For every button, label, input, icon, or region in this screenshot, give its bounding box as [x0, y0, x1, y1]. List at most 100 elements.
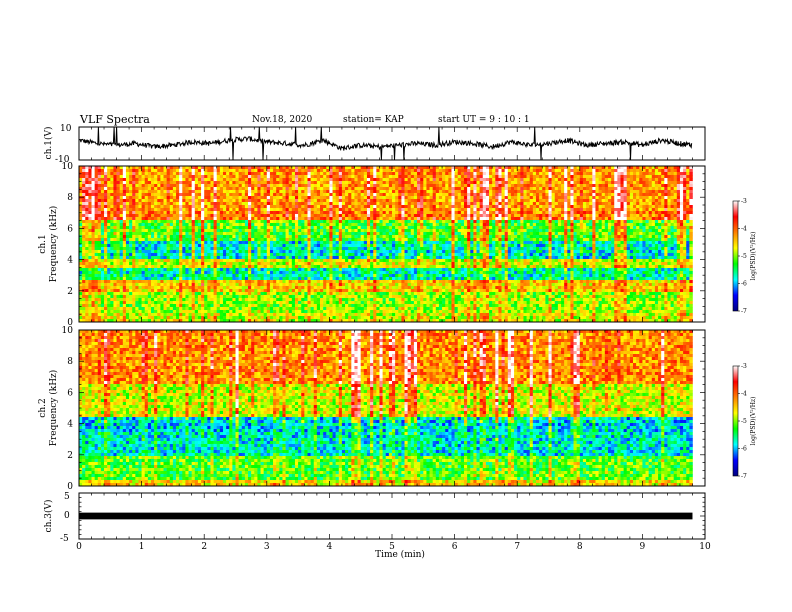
spectrogram-cell [595, 199, 599, 203]
spectrogram-cell [614, 232, 618, 236]
spectrogram-cell [398, 166, 402, 170]
spectrogram-cell [636, 172, 640, 176]
spectrogram-cell [514, 169, 518, 173]
spectrogram-cell [417, 232, 421, 236]
spectrogram-cell [150, 214, 155, 218]
spectrogram-cell [348, 169, 352, 173]
spectrogram-cell [554, 199, 559, 203]
spectrogram-cell [457, 178, 462, 182]
spectrogram-cell [570, 166, 574, 170]
spectrogram-cell [667, 187, 671, 191]
spectrogram-cell [341, 196, 346, 200]
spectrogram-cell [357, 175, 361, 179]
spectrogram-cell [557, 211, 562, 215]
spectrogram-cell [520, 199, 524, 203]
spectrogram-cell [623, 190, 628, 194]
spectrogram-cell [304, 172, 308, 176]
spectrogram-cell [636, 220, 640, 224]
spectrogram-cell [291, 232, 296, 236]
spectrogram-cell [210, 223, 214, 227]
spectrogram-cell [138, 181, 142, 185]
spectrogram-cell [376, 223, 380, 227]
spectrogram-cell [510, 223, 515, 227]
spectrogram-cell [163, 181, 167, 185]
spectrogram-cell [373, 193, 377, 197]
spectrogram-cell [451, 184, 455, 188]
spectrogram-cell [263, 169, 268, 173]
spectrogram-cell [332, 202, 336, 206]
spectrogram-cell [529, 172, 534, 176]
spectrogram-cell [144, 181, 149, 185]
spectrogram-cell [658, 232, 662, 236]
spectrogram-cell [639, 190, 643, 194]
spectrogram-cell [160, 202, 164, 206]
spectrogram-cell [129, 190, 133, 194]
spectrogram-cell [589, 214, 593, 218]
spectrogram-cell [392, 223, 396, 227]
spectrogram-cell [495, 214, 499, 218]
spectrogram-cell [310, 223, 315, 227]
spectrogram-cell [348, 232, 352, 236]
spectrogram-cell [244, 202, 249, 206]
spectrogram-cell [654, 193, 659, 197]
spectrogram-cell [357, 238, 361, 242]
spectrogram-cell [576, 196, 581, 200]
spectrogram-cell [241, 229, 246, 233]
spectrogram-cell [479, 202, 484, 206]
spectrogram-cell [354, 211, 358, 215]
spectrogram-cell [94, 226, 99, 230]
spectrogram-cell [395, 223, 399, 227]
spectrogram-cell [676, 226, 681, 230]
spectrogram-cell [617, 196, 621, 200]
spectrogram-cell [532, 181, 537, 185]
spectrogram-cell [222, 202, 227, 206]
spectrogram-cell [129, 196, 133, 200]
spectrogram-cell [557, 166, 562, 170]
spectrogram-cell [248, 172, 252, 176]
spectrogram-cell [222, 223, 227, 227]
spectrogram-cell [301, 184, 305, 188]
spectrogram-cell [320, 190, 324, 194]
spectrogram-cell [482, 214, 487, 218]
spectrogram-cell [482, 226, 487, 230]
spectrogram-cell [679, 181, 684, 185]
spectrogram-cell [489, 226, 493, 230]
spectrogram-cell [432, 217, 437, 221]
spectrogram-cell [232, 211, 236, 215]
spectrogram-cell [554, 202, 559, 206]
spectrogram-cell [526, 202, 531, 206]
spectrogram-cell [94, 181, 99, 185]
spectrogram-cell [345, 166, 349, 170]
spectrogram-cell [445, 208, 449, 212]
spectrogram-cell [482, 190, 487, 194]
ch1-waveform-line [78, 126, 693, 161]
spectrogram-cell [429, 202, 433, 206]
spectrogram-cell [288, 223, 293, 227]
spectrogram-cell [401, 238, 405, 242]
spectrogram-cell [567, 220, 571, 224]
spectrogram-cell [119, 196, 124, 200]
spectrogram-cell [257, 232, 261, 236]
spectrogram-cell [169, 235, 174, 239]
spectrogram-cell [354, 208, 358, 212]
spectrogram-cell [116, 172, 120, 176]
spectrogram-cell [510, 193, 515, 197]
spectrogram-cell [382, 181, 387, 185]
spectrogram-cell [172, 223, 177, 227]
spectrogram-cell [679, 220, 684, 224]
spectrogram-cell [567, 235, 571, 239]
spectrogram-cell [150, 208, 155, 212]
spectrogram-cell [570, 178, 574, 182]
spectrogram-cell [582, 235, 587, 239]
spectrogram-cell [407, 181, 412, 185]
spectrogram-cell [445, 202, 449, 206]
spectrogram-cell [482, 229, 487, 233]
spectrogram-cell [82, 196, 86, 200]
spectrogram-cell [554, 208, 559, 212]
spectrogram-cell [172, 199, 177, 203]
spectrogram-cell [348, 199, 352, 203]
spectrogram-cell [435, 238, 440, 242]
spectrogram-cell [561, 214, 565, 218]
spectrogram-cell [395, 202, 399, 206]
spectrogram-cell [686, 229, 690, 233]
